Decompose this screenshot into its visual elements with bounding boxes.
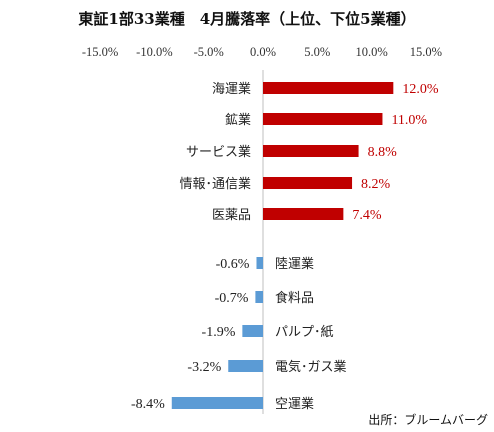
data-label: -0.7% — [215, 291, 249, 306]
category-label: 情報･通信業 — [179, 176, 251, 192]
data-label: 7.4% — [352, 208, 382, 223]
data-label: -8.4% — [131, 397, 165, 412]
bar — [255, 291, 263, 303]
bar — [256, 257, 263, 269]
bar — [263, 82, 394, 94]
x-tick-label: -15.0% — [82, 45, 118, 59]
data-label: 8.2% — [361, 177, 391, 192]
x-tick-label: 10.0% — [355, 45, 387, 59]
source-note: 出所：ブルームバーグ — [368, 412, 488, 427]
data-label: -0.6% — [216, 257, 250, 272]
chart-title: 東証1部33業種 4月騰落率（上位、下位5業種） — [78, 10, 415, 28]
data-label: -3.2% — [187, 360, 221, 375]
data-labels: 12.0% 11.0% 8.8% 8.2% 7.4% -0.6% -0.7% -1.9% -3.… — [131, 82, 439, 412]
category-label: 海運業 — [212, 81, 251, 97]
bar — [242, 325, 263, 337]
data-label: 12.0% — [402, 82, 439, 97]
bar — [228, 360, 263, 372]
category-label: パルプ･紙 — [275, 325, 334, 340]
category-label: 陸運業 — [275, 256, 314, 272]
category-label: 食料品 — [275, 290, 314, 306]
category-label: 空運業 — [275, 396, 314, 412]
category-label: 電気･ガス業 — [275, 359, 347, 375]
category-label: 鉱業 — [225, 112, 251, 128]
bar — [263, 113, 383, 125]
x-axis-ticks: -15.0% -10.0% -5.0% 0.0% 5.0% 10.0% 15.0% — [82, 45, 442, 59]
data-label: -1.9% — [202, 325, 236, 340]
data-label: 11.0% — [391, 113, 427, 128]
data-label: 8.8% — [368, 145, 398, 160]
x-tick-label: -10.0% — [136, 45, 172, 59]
bar — [263, 145, 359, 157]
x-tick-label: 0.0% — [250, 45, 276, 59]
bar — [263, 208, 344, 220]
x-tick-label: 15.0% — [410, 45, 442, 59]
x-tick-label: 5.0% — [304, 45, 330, 59]
bar — [171, 397, 263, 409]
bars — [171, 82, 394, 409]
bar — [263, 177, 353, 189]
category-label: 医薬品 — [212, 208, 251, 223]
x-tick-label: -5.0% — [194, 45, 224, 59]
category-label: サービス業 — [186, 144, 251, 160]
